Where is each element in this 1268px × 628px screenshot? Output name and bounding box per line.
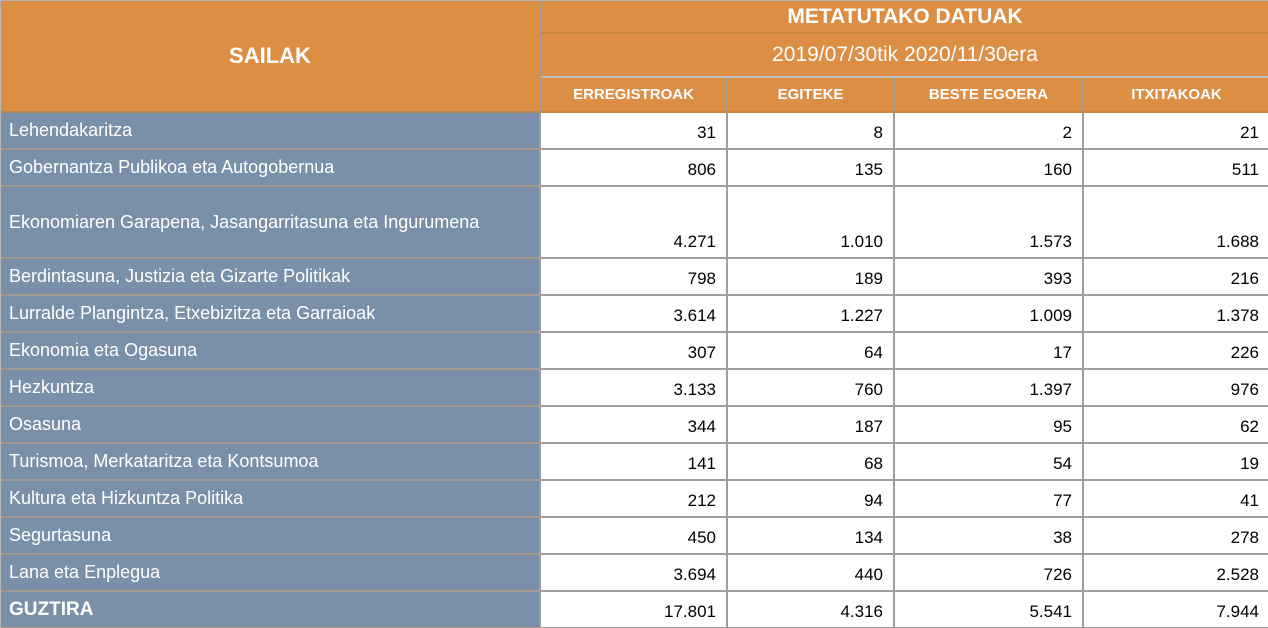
value-cell: 4.271	[541, 187, 728, 259]
value-cell: 450	[541, 518, 728, 555]
value-cell: 2.528	[1084, 555, 1268, 592]
value-cell: 94	[728, 481, 895, 518]
value-cell: 1.010	[728, 187, 895, 259]
value-cell: 393	[895, 259, 1084, 296]
value-cell: 1.397	[895, 370, 1084, 407]
value-cell: 511	[1084, 150, 1268, 187]
value-cell: 7.944	[1084, 592, 1268, 628]
value-cell: 212	[541, 481, 728, 518]
value-cell: 806	[541, 150, 728, 187]
table-row: Lurralde Plangintza, Etxebizitza eta Gar…	[1, 296, 1268, 333]
value-cell: 760	[728, 370, 895, 407]
value-cell: 976	[1084, 370, 1268, 407]
value-cell: 278	[1084, 518, 1268, 555]
value-cell: 1.009	[895, 296, 1084, 333]
department-cell: Turismoa, Merkataritza eta Kontsumoa	[1, 444, 541, 481]
date-range-header: 2019/07/30tik 2020/11/30era	[541, 34, 1268, 78]
table-header: SAILAK METATUTAKO DATUAK 2019/07/30tik 2…	[1, 1, 1268, 113]
value-cell: 344	[541, 407, 728, 444]
department-cell: Gobernantza Publikoa eta Autogobernua	[1, 150, 541, 187]
value-cell: 440	[728, 555, 895, 592]
value-cell: 64	[728, 333, 895, 370]
column-header-egiteke: EGITEKE	[728, 78, 895, 113]
table-row: Lana eta Enplegua 3.694 440 726 2.528	[1, 555, 1268, 592]
department-cell: Segurtasuna	[1, 518, 541, 555]
table-body: Lehendakaritza 31 8 2 21 Gobernantza Publikoa…	[1, 113, 1268, 628]
value-cell: 135	[728, 150, 895, 187]
department-cell: Berdintasuna, Justizia eta Gizarte Polit…	[1, 259, 541, 296]
department-cell: Hezkuntza	[1, 370, 541, 407]
table-row: Hezkuntza 3.133 760 1.397 976	[1, 370, 1268, 407]
value-cell: 189	[728, 259, 895, 296]
department-cell: Lana eta Enplegua	[1, 555, 541, 592]
column-header-beste-egoera: BESTE EGOERA	[895, 78, 1084, 113]
value-cell: 4.316	[728, 592, 895, 628]
department-cell: Ekonomiaren Garapena, Jasangarritasuna e…	[1, 187, 541, 259]
value-cell: 68	[728, 444, 895, 481]
value-cell: 1.378	[1084, 296, 1268, 333]
value-cell: 17.801	[541, 592, 728, 628]
value-cell: 141	[541, 444, 728, 481]
value-cell: 160	[895, 150, 1084, 187]
table-row: Osasuna 344 187 95 62	[1, 407, 1268, 444]
value-cell: 216	[1084, 259, 1268, 296]
column-header-erregistroak: ERREGISTROAK	[541, 78, 728, 113]
value-cell: 3.133	[541, 370, 728, 407]
value-cell: 134	[728, 518, 895, 555]
value-cell: 8	[728, 113, 895, 150]
department-cell: Lehendakaritza	[1, 113, 541, 150]
value-cell: 41	[1084, 481, 1268, 518]
department-cell: Osasuna	[1, 407, 541, 444]
table-row: Ekonomiaren Garapena, Jasangarritasuna e…	[1, 187, 1268, 259]
date-range-row: 2019/07/30tik 2020/11/30era	[1, 34, 1268, 78]
table-row: Gobernantza Publikoa eta Autogobernua 806…	[1, 150, 1268, 187]
value-cell: 1.688	[1084, 187, 1268, 259]
value-cell: 19	[1084, 444, 1268, 481]
table-row: Segurtasuna 450 134 38 278	[1, 518, 1268, 555]
value-cell: 38	[895, 518, 1084, 555]
value-cell: 31	[541, 113, 728, 150]
table-row: Ekonomia eta Ogasuna 307 64 17 226	[1, 333, 1268, 370]
value-cell: 3.694	[541, 555, 728, 592]
value-cell: 77	[895, 481, 1084, 518]
total-row: GUZTIRA 17.801 4.316 5.541 7.944	[1, 592, 1268, 628]
value-cell: 226	[1084, 333, 1268, 370]
group-header-row: SAILAK METATUTAKO DATUAK	[1, 1, 1268, 113]
group-header-metatutako-datuak: METATUTAKO DATUAK	[541, 1, 1268, 34]
department-cell: Ekonomia eta Ogasuna	[1, 333, 541, 370]
value-cell: 54	[895, 444, 1084, 481]
corner-header-sailak: SAILAK	[1, 1, 541, 113]
department-cell: Kultura eta Hizkuntza Politika	[1, 481, 541, 518]
value-cell: 21	[1084, 113, 1268, 150]
value-cell: 1.573	[895, 187, 1084, 259]
table-row: Kultura eta Hizkuntza Politika 212 94 77 41	[1, 481, 1268, 518]
value-cell: 798	[541, 259, 728, 296]
value-cell: 726	[895, 555, 1084, 592]
value-cell: 307	[541, 333, 728, 370]
value-cell: 3.614	[541, 296, 728, 333]
table-row: Berdintasuna, Justizia eta Gizarte Polit…	[1, 259, 1268, 296]
value-cell: 187	[728, 407, 895, 444]
value-cell: 1.227	[728, 296, 895, 333]
table-row: Turismoa, Merkataritza eta Kontsumoa 141 6…	[1, 444, 1268, 481]
total-label-cell: GUZTIRA	[1, 592, 541, 628]
column-header-itxitakoak: ITXITAKOAK	[1084, 78, 1268, 113]
column-header-row: ERREGISTROAK EGITEKE BESTE EGOERA ITXITA…	[1, 78, 1268, 113]
value-cell: 2	[895, 113, 1084, 150]
value-cell: 17	[895, 333, 1084, 370]
value-cell: 95	[895, 407, 1084, 444]
department-cell: Lurralde Plangintza, Etxebizitza eta Gar…	[1, 296, 541, 333]
value-cell: 5.541	[895, 592, 1084, 628]
table-row: Lehendakaritza 31 8 2 21	[1, 113, 1268, 150]
value-cell: 62	[1084, 407, 1268, 444]
